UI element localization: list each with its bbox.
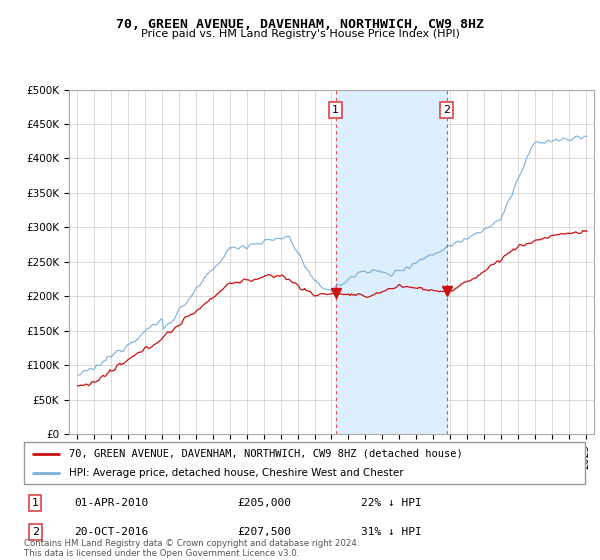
Text: £205,000: £205,000 [237,498,291,508]
Text: 31% ↓ HPI: 31% ↓ HPI [361,527,421,537]
Text: Price paid vs. HM Land Registry's House Price Index (HPI): Price paid vs. HM Land Registry's House … [140,29,460,39]
Bar [336,90,446,434]
Text: Contains HM Land Registry data © Crown copyright and database right 2024.
This d: Contains HM Land Registry data © Crown c… [24,539,359,558]
Text: 01-APR-2010: 01-APR-2010 [74,498,149,508]
Text: 1: 1 [32,498,39,508]
Text: 1: 1 [332,105,339,115]
Text: 2: 2 [32,527,39,537]
Text: 22% ↓ HPI: 22% ↓ HPI [361,498,421,508]
Text: HPI: Average price, detached house, Cheshire West and Chester: HPI: Average price, detached house, Ches… [69,468,404,478]
Text: 70, GREEN AVENUE, DAVENHAM, NORTHWICH, CW9 8HZ (detached house): 70, GREEN AVENUE, DAVENHAM, NORTHWICH, C… [69,449,463,459]
Text: 2: 2 [443,105,450,115]
Text: £207,500: £207,500 [237,527,291,537]
Text: 20-OCT-2016: 20-OCT-2016 [74,527,149,537]
Text: 70, GREEN AVENUE, DAVENHAM, NORTHWICH, CW9 8HZ: 70, GREEN AVENUE, DAVENHAM, NORTHWICH, C… [116,18,484,31]
